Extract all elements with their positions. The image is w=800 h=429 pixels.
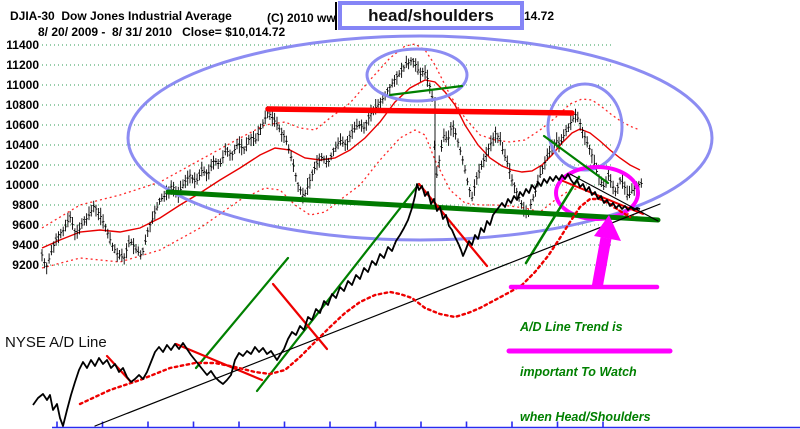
y-axis-label-9600: 9600 bbox=[12, 218, 39, 232]
annotation-line: important To Watch bbox=[520, 365, 637, 379]
date-range-close: 8/ 20/ 2009 - 8/ 31/ 2010 Close= $10,014… bbox=[38, 25, 286, 39]
big-pattern-ellipse bbox=[126, 34, 714, 242]
ad-uptrend-3-green bbox=[524, 175, 581, 265]
head-underline-green bbox=[388, 84, 464, 97]
lower-band-dotted bbox=[41, 129, 641, 269]
clipped-close-value: 14.72 bbox=[524, 9, 555, 23]
ad-line-path bbox=[32, 173, 641, 427]
chart-title: DJIA-30 Dow Jones Industrial Average bbox=[10, 9, 232, 23]
head-ellipse bbox=[365, 47, 469, 103]
ad-uptrend-1-green bbox=[194, 256, 290, 370]
magenta-arrow-shaft bbox=[591, 237, 612, 289]
annotation-line: when Head/Shoulders bbox=[520, 410, 651, 424]
annotation-line: A/D Line Trend is bbox=[520, 320, 623, 334]
y-axis-label-10200: 10200 bbox=[6, 158, 40, 172]
y-axis-label-11000: 11000 bbox=[6, 78, 39, 92]
pattern-label-box: head/shoulders bbox=[338, 1, 524, 30]
annotation-text-block: A/D Line Trend is important To Watch whe… bbox=[520, 290, 651, 429]
ad-moving-average-dotted bbox=[78, 197, 632, 406]
ad-uptrend-2-green bbox=[255, 182, 421, 393]
y-axis-label-9400: 9400 bbox=[12, 238, 39, 252]
right-shoulder-downtrend-green bbox=[542, 134, 610, 185]
right-shoulder-ellipse bbox=[546, 82, 624, 172]
y-axis-label-10400: 10400 bbox=[6, 138, 40, 152]
y-axis-label-11200: 11200 bbox=[6, 58, 39, 72]
ad-downtrend-1-red bbox=[174, 342, 264, 382]
price-moving-average bbox=[41, 79, 641, 249]
y-axis-label-10600: 10600 bbox=[6, 118, 40, 132]
end-downtrend-black bbox=[569, 173, 659, 222]
cursor-line bbox=[335, 2, 337, 30]
long-support-trendline bbox=[94, 203, 661, 427]
ad-line-panel-label: NYSE A/D Line bbox=[5, 334, 107, 351]
magenta-arrow-head bbox=[594, 215, 621, 241]
y-axis-label-10800: 10800 bbox=[6, 98, 40, 112]
y-axis-label-9800: 9800 bbox=[12, 198, 39, 212]
resistance-line bbox=[265, 106, 575, 116]
x-axis-month-ticks bbox=[52, 421, 800, 429]
copyright-text: (C) 2010 ww bbox=[267, 11, 336, 25]
y-axis-label-10000: 10000 bbox=[6, 178, 40, 192]
y-axis-label-9200: 9200 bbox=[12, 258, 39, 272]
y-axis-label-11400: 11400 bbox=[6, 38, 39, 52]
